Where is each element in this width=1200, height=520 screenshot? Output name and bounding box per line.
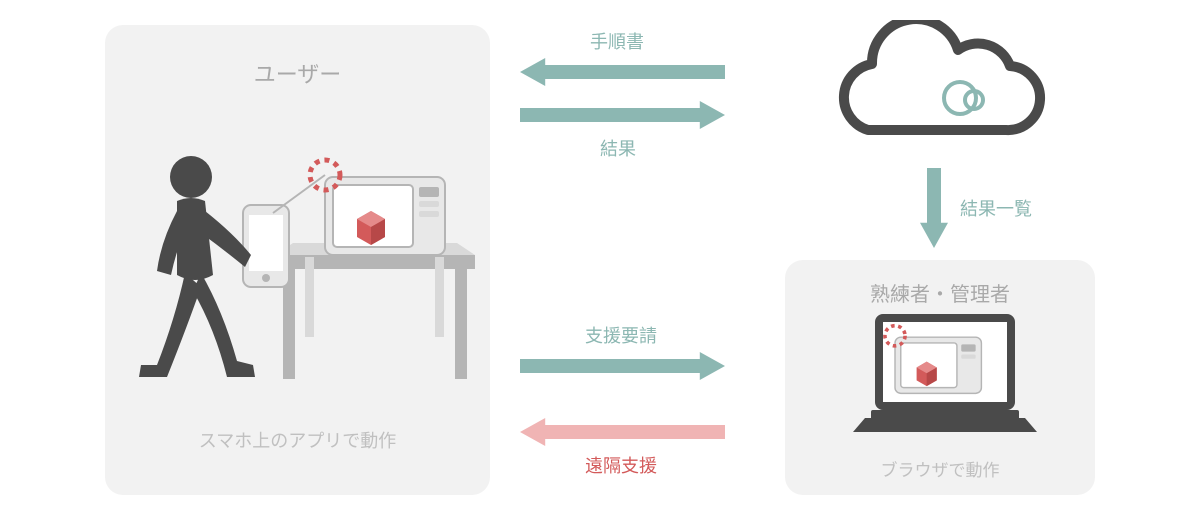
admin-panel-caption: ブラウザで動作 [785, 456, 1095, 481]
person-icon [139, 156, 255, 377]
user-panel-caption: スマホ上のアプリで動作 [105, 427, 490, 453]
arrow-label-results_list: 結果一覧 [960, 195, 1032, 221]
arrow-label-remote_support: 遠隔支援 [585, 452, 657, 478]
diagram-stage: ユーザー [0, 0, 1200, 520]
cloud-icon [830, 20, 1050, 160]
laptop-icon [785, 308, 1095, 448]
microwave-icon [310, 160, 445, 255]
admin-panel: 熟練者・管理者 [785, 260, 1095, 495]
user-illustration [105, 115, 490, 415]
admin-panel-title: 熟練者・管理者 [785, 278, 1095, 307]
arrow-label-support_request: 支援要請 [585, 322, 657, 348]
arrow-label-from_user_result: 結果 [600, 135, 636, 161]
arrow-label-to_user_procedure: 手順書 [590, 28, 644, 54]
user-panel: ユーザー [105, 25, 490, 495]
user-panel-title: ユーザー [105, 57, 490, 89]
table-icon [275, 243, 475, 379]
